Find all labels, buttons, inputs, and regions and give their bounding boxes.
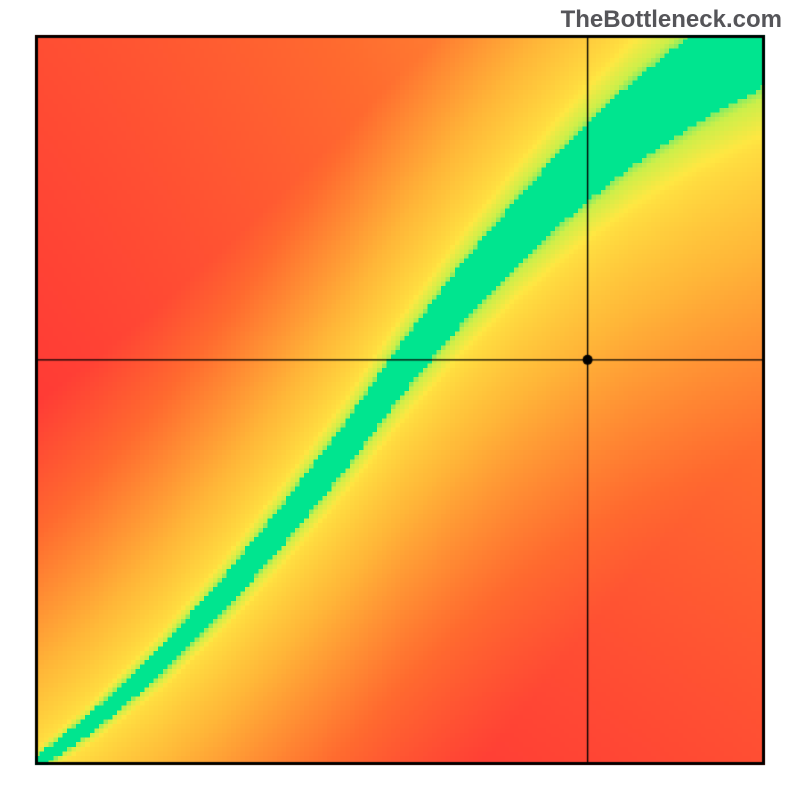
watermark-label: TheBottleneck.com — [561, 6, 782, 34]
chart-container: TheBottleneck.com — [0, 0, 800, 800]
bottleneck-heatmap — [35, 35, 765, 765]
